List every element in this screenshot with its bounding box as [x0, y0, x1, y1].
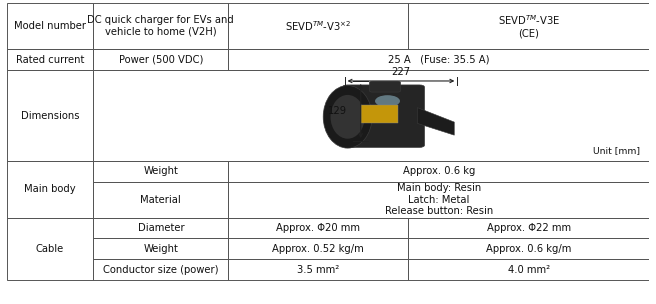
- Bar: [93, 70, 649, 161]
- Text: 129: 129: [327, 106, 346, 116]
- Bar: [93, 49, 228, 70]
- Text: Conductor size (power): Conductor size (power): [103, 265, 218, 275]
- Bar: [228, 218, 408, 238]
- Bar: [93, 161, 228, 182]
- Text: Rated current: Rated current: [16, 55, 84, 65]
- Text: 227: 227: [392, 67, 411, 77]
- Polygon shape: [417, 108, 454, 135]
- Text: Diameter: Diameter: [138, 223, 184, 233]
- Bar: [7, 49, 93, 70]
- Bar: [228, 3, 408, 49]
- Text: Approx. 0.52 kg/m: Approx. 0.52 kg/m: [272, 244, 364, 254]
- Bar: [93, 259, 228, 280]
- Text: Main body: Resin
Latch: Metal
Release button: Resin: Main body: Resin Latch: Metal Release bu…: [385, 183, 493, 216]
- Text: Unit [mm]: Unit [mm]: [593, 147, 640, 156]
- Text: Cable: Cable: [36, 244, 64, 254]
- Text: Approx. Φ22 mm: Approx. Φ22 mm: [487, 223, 571, 233]
- Text: SEVD$^{TM}$-V3E
(CE): SEVD$^{TM}$-V3E (CE): [498, 13, 560, 39]
- Bar: [93, 3, 228, 49]
- Text: 3.5 mm²: 3.5 mm²: [297, 265, 340, 275]
- Text: Weight: Weight: [144, 244, 178, 254]
- Text: 4.0 mm²: 4.0 mm²: [508, 265, 550, 275]
- Ellipse shape: [375, 95, 400, 107]
- Ellipse shape: [323, 85, 372, 148]
- Bar: [7, 161, 93, 218]
- Text: Approx. Φ20 mm: Approx. Φ20 mm: [276, 223, 360, 233]
- Bar: [408, 238, 649, 259]
- Bar: [408, 218, 649, 238]
- FancyBboxPatch shape: [342, 85, 424, 147]
- FancyBboxPatch shape: [361, 105, 398, 123]
- Text: Approx. 0.6 kg/m: Approx. 0.6 kg/m: [486, 244, 571, 254]
- FancyBboxPatch shape: [369, 81, 401, 92]
- Text: DC quick charger for EVs and
vehicle to home (V2H): DC quick charger for EVs and vehicle to …: [87, 15, 234, 37]
- Bar: [93, 238, 228, 259]
- Bar: [228, 182, 649, 218]
- Bar: [7, 218, 93, 280]
- Text: 25 A   (Fuse: 35.5 A): 25 A (Fuse: 35.5 A): [388, 55, 489, 65]
- Bar: [228, 49, 649, 70]
- Bar: [408, 259, 649, 280]
- Text: Model number: Model number: [14, 21, 86, 31]
- Bar: [93, 182, 228, 218]
- Text: Main body: Main body: [24, 184, 75, 194]
- Bar: [93, 218, 228, 238]
- Text: Weight: Weight: [144, 166, 178, 176]
- Text: Dimensions: Dimensions: [21, 111, 79, 120]
- Ellipse shape: [331, 95, 365, 139]
- Bar: [408, 3, 649, 49]
- Bar: [228, 259, 408, 280]
- Text: Approx. 0.6 kg: Approx. 0.6 kg: [403, 166, 475, 176]
- Text: Material: Material: [140, 195, 181, 205]
- Text: SEVD$^{TM}$-V3$^{\times2}$: SEVD$^{TM}$-V3$^{\times2}$: [285, 19, 352, 33]
- Bar: [228, 161, 649, 182]
- Bar: [7, 3, 93, 49]
- Text: Power (500 VDC): Power (500 VDC): [119, 55, 203, 65]
- Bar: [7, 70, 93, 161]
- Bar: [228, 238, 408, 259]
